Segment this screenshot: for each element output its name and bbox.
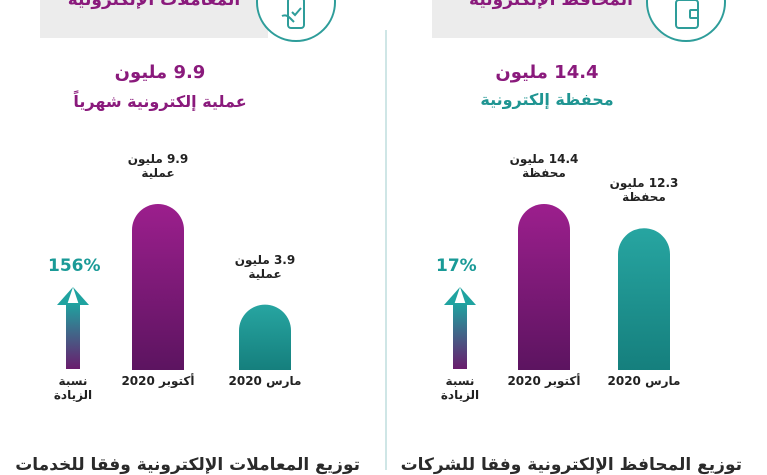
transactions-header-bar: المعاملات الإلكترونية xyxy=(40,0,268,38)
wallets-increase-label: نسبة الزيادة xyxy=(440,374,480,402)
bar-october-2020 xyxy=(132,204,184,370)
transactions-footer: توزيع المعاملات الإلكترونية وفقا للخدمات xyxy=(15,455,360,475)
transactions-header: المعاملات الإلكترونية xyxy=(67,0,241,10)
bar-value-label-october: 14.4 مليون محفظة xyxy=(509,152,579,180)
bar-value-label-march: 12.3 مليون محفظة xyxy=(609,176,679,205)
transactions-increase-value: 156% xyxy=(48,256,101,276)
x-label-october: أكتوبر 2020 xyxy=(121,374,195,388)
wallets-bar-chart xyxy=(444,204,670,370)
wallets-increase-value: 17% xyxy=(436,256,477,276)
bar-october-2020 xyxy=(518,204,570,370)
x-label-march: مارس 2020 xyxy=(228,374,302,388)
wallets-subtitle: محفظة إلكترونية xyxy=(480,90,614,109)
x-label-october: أكتوبر 2020 xyxy=(507,374,581,388)
transactions-increase-label: نسبة الزيادة xyxy=(53,374,93,402)
bar-value-label-october: 9.9 مليون عملية xyxy=(127,152,189,180)
transactions-panel: المعاملات الإلكترونية 9.9 مليون عملية إل… xyxy=(0,0,385,475)
increase-arrow-icon xyxy=(57,287,89,369)
increase-arrow-icon xyxy=(444,287,476,369)
wallets-panel: المحافظ الإلكترونية 14.4 مليون محفظة إلك… xyxy=(392,0,767,475)
x-label-march: مارس 2020 xyxy=(607,374,681,388)
bar-value-label-march: 3.9 مليون عملية xyxy=(234,252,296,281)
transactions-subtitle: عملية إلكترونية شهرياً xyxy=(73,92,247,111)
wallets-headline-value: 14.4 مليون xyxy=(495,62,599,83)
wallets-footer: توزيع المحافظ الإلكترونية وفقا للشركات xyxy=(400,455,742,475)
bar-march-2020 xyxy=(618,228,670,370)
panel-divider xyxy=(385,30,387,470)
bar-march-2020 xyxy=(239,304,291,370)
transactions-headline-value: 9.9 مليون xyxy=(114,62,206,83)
wallets-header-bar: المحافظ الإلكترونية xyxy=(432,0,670,38)
wallets-header: المحافظ الإلكترونية xyxy=(469,0,633,10)
transactions-bar-chart xyxy=(57,204,291,370)
